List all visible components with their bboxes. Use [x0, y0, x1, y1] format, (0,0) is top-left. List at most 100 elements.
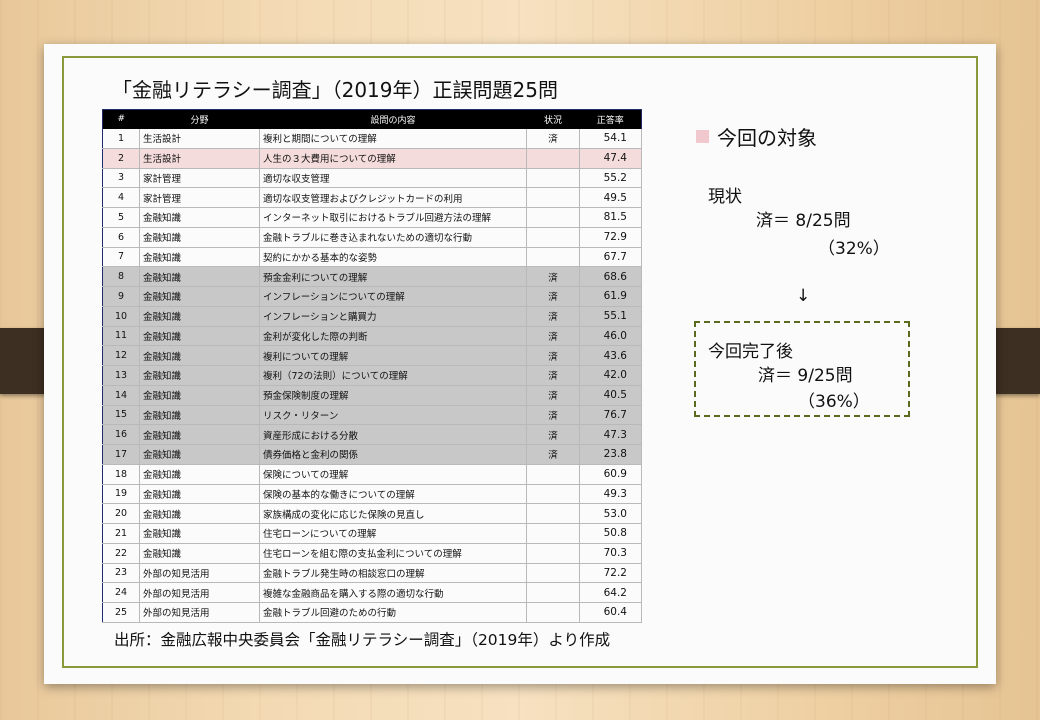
- cell-field: 金融知識: [139, 345, 260, 366]
- cell-status: 済: [526, 266, 580, 287]
- source-note: 出所：金融広報中央委員会「金融リテラシー調査」（2019年）より作成: [114, 631, 611, 649]
- cell-status: 済: [526, 405, 580, 426]
- cell-content: 契約にかかる基本的な姿勢: [259, 247, 527, 268]
- current-status-percent: （32%）: [818, 239, 890, 259]
- cell-status: [526, 247, 580, 268]
- table-row: 3 家計管理 適切な収支管理 55.2: [102, 168, 642, 189]
- cell-status: [526, 582, 580, 603]
- table-row: 8 金融知識 預金金利についての理解済 68.6: [102, 266, 642, 287]
- cell-status: 済: [526, 128, 580, 149]
- cell-number: 8: [102, 266, 140, 287]
- table-row: 11 金融知識 金利が変化した際の判断済 46.0: [102, 326, 642, 347]
- table-row: 25 外部の知見活用 金融トラブル回避のための行動 60.4: [102, 602, 642, 623]
- cell-status: [526, 563, 580, 584]
- cell-field: 外部の知見活用: [139, 602, 260, 623]
- cell-field: 外部の知見活用: [139, 563, 260, 584]
- cell-rate: 72.2: [579, 563, 642, 584]
- table-row: 7 金融知識 契約にかかる基本的な姿勢 67.7: [102, 247, 642, 268]
- cell-number: 4: [102, 187, 140, 208]
- cell-content: インフレーションについての理解: [259, 286, 527, 307]
- cell-number: 1: [102, 128, 140, 149]
- cell-rate: 47.4: [579, 148, 642, 169]
- cell-field: 金融知識: [139, 227, 260, 248]
- cell-content: 金利が変化した際の判断: [259, 326, 527, 347]
- cell-status: [526, 187, 580, 208]
- cell-content: 家族構成の変化に応じた保険の見直し: [259, 503, 527, 524]
- table-row: 17 金融知識 債券価格と金利の関係済 23.8: [102, 444, 642, 465]
- after-completion-value: 済＝ 9/25問: [758, 366, 853, 386]
- cell-rate: 64.2: [579, 582, 642, 603]
- cell-number: 14: [102, 385, 140, 406]
- cell-status: [526, 227, 580, 248]
- cell-content: 債券価格と金利の関係: [259, 444, 527, 465]
- table-row: 10 金融知識 インフレーションと購買力済 55.1: [102, 306, 642, 327]
- table-row: 20 金融知識 家族構成の変化に応じた保険の見直し 53.0: [102, 503, 642, 524]
- cell-rate: 40.5: [579, 385, 642, 406]
- cell-rate: 55.2: [579, 168, 642, 189]
- cell-number: 2: [102, 148, 140, 169]
- cell-number: 15: [102, 405, 140, 426]
- cell-field: 金融知識: [139, 207, 260, 228]
- cell-content: 複利と期間についての理解: [259, 128, 527, 149]
- table-row: 23 外部の知見活用 金融トラブル発生時の相談窓口の理解 72.2: [102, 563, 642, 584]
- cell-status: [526, 484, 580, 505]
- after-completion-label: 今回完了後: [708, 342, 793, 362]
- table-row: 24 外部の知見活用 複雑な金融商品を購入する際の適切な行動 64.2: [102, 582, 642, 603]
- cell-content: 預金保険制度の理解: [259, 385, 527, 406]
- current-status-label: 現状: [708, 187, 742, 207]
- cell-status: [526, 523, 580, 544]
- cell-content: 金融トラブル回避のための行動: [259, 602, 527, 623]
- table-row: 12 金融知識 複利についての理解済 43.6: [102, 345, 642, 366]
- cell-status: [526, 207, 580, 228]
- cell-field: 生活設計: [139, 128, 260, 149]
- table-row: 13 金融知識 複利（72の法則）についての理解済 42.0: [102, 365, 642, 386]
- cell-content: 資産形成における分散: [259, 424, 527, 445]
- cell-status: [526, 148, 580, 169]
- current-status-value: 済＝ 8/25問: [756, 211, 851, 231]
- cell-number: 24: [102, 582, 140, 603]
- header-content: 設問の内容: [259, 109, 527, 129]
- cell-number: 9: [102, 286, 140, 307]
- cell-field: 家計管理: [139, 187, 260, 208]
- cell-status: 済: [526, 306, 580, 327]
- header-rate: 正答率: [579, 109, 642, 129]
- cell-rate: 49.3: [579, 484, 642, 505]
- cell-number: 20: [102, 503, 140, 524]
- cell-field: 金融知識: [139, 247, 260, 268]
- cell-content: 複利（72の法則）についての理解: [259, 365, 527, 386]
- cell-content: 保険についての理解: [259, 464, 527, 485]
- cell-rate: 46.0: [579, 326, 642, 347]
- cell-content: 保険の基本的な働きについての理解: [259, 484, 527, 505]
- cell-status: [526, 602, 580, 623]
- table-body: 1 生活設計 複利と期間についての理解済 54.1 2 生活設計 人生の３大費用についての理…: [102, 128, 642, 623]
- cell-field: 金融知識: [139, 326, 260, 347]
- cell-status: 済: [526, 345, 580, 366]
- table-row: 5 金融知識 インターネット取引におけるトラブル回避方法の理解 81.5: [102, 207, 642, 228]
- cell-number: 21: [102, 523, 140, 544]
- cell-number: 5: [102, 207, 140, 228]
- cell-rate: 50.8: [579, 523, 642, 544]
- after-completion-percent: （36%）: [798, 392, 870, 412]
- table-row: 18 金融知識 保険についての理解 60.9: [102, 464, 642, 485]
- cell-rate: 54.1: [579, 128, 642, 149]
- cell-status: 済: [526, 365, 580, 386]
- cell-content: 適切な収支管理およびクレジットカードの利用: [259, 187, 527, 208]
- cell-content: リスク・リターン: [259, 405, 527, 426]
- cell-rate: 60.9: [579, 464, 642, 485]
- cell-field: 金融知識: [139, 484, 260, 505]
- cell-rate: 53.0: [579, 503, 642, 524]
- cell-field: 金融知識: [139, 405, 260, 426]
- cell-rate: 60.4: [579, 602, 642, 623]
- cell-number: 23: [102, 563, 140, 584]
- table-row: 6 金融知識 金融トラブルに巻き込まれないための適切な行動 72.9: [102, 227, 642, 248]
- cell-status: 済: [526, 326, 580, 347]
- down-arrow-icon: ↓: [796, 286, 811, 306]
- cell-rate: 68.6: [579, 266, 642, 287]
- cell-content: 人生の３大費用についての理解: [259, 148, 527, 169]
- table-row: 1 生活設計 複利と期間についての理解済 54.1: [102, 128, 642, 149]
- table-row: 4 家計管理 適切な収支管理およびクレジットカードの利用 49.5: [102, 187, 642, 208]
- cell-rate: 70.3: [579, 543, 642, 564]
- cell-field: 金融知識: [139, 464, 260, 485]
- cell-number: 25: [102, 602, 140, 623]
- cell-content: 複利についての理解: [259, 345, 527, 366]
